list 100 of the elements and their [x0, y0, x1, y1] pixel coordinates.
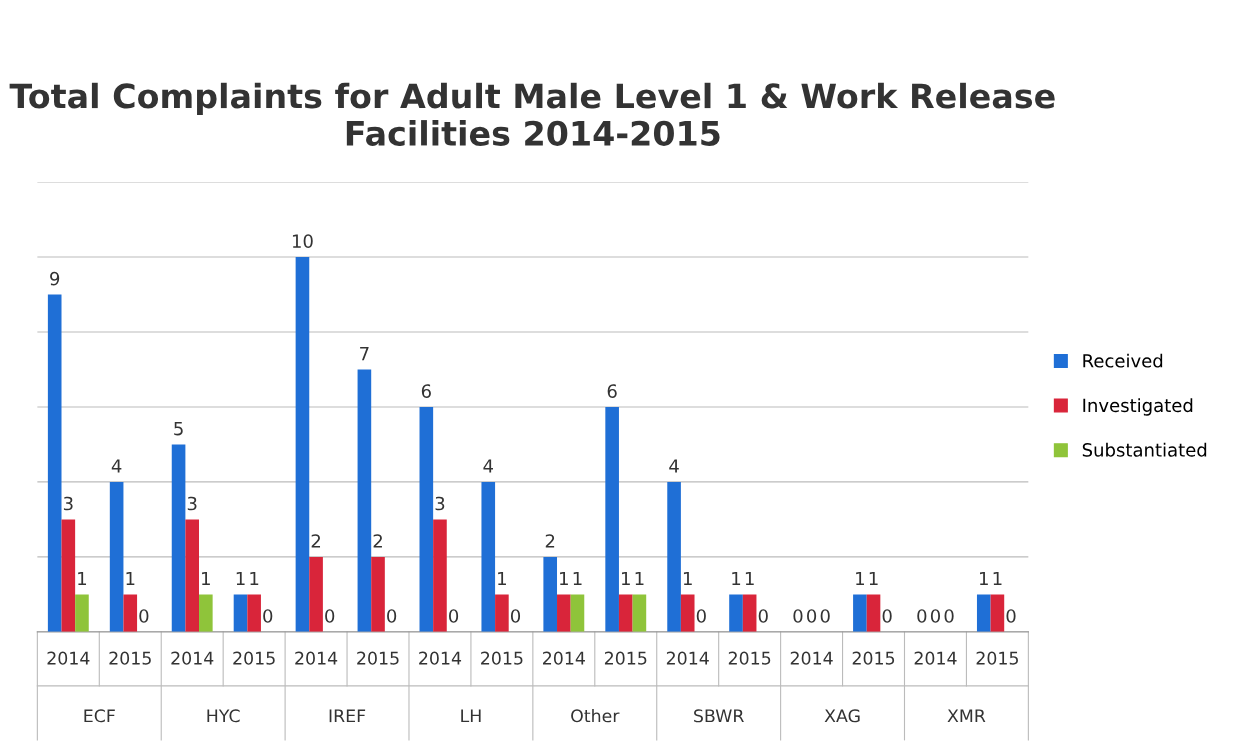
x-tick-label: 2015 — [357, 651, 399, 665]
x-tick-label: 2015 — [481, 651, 523, 665]
bar — [295, 257, 310, 632]
data-label: 3 — [187, 496, 197, 511]
x-tick-label: 2015 — [109, 651, 151, 665]
data-label: 0 — [387, 609, 397, 623]
bar — [109, 481, 124, 632]
x-tick-label: 2014 — [171, 651, 214, 665]
bar — [433, 519, 447, 632]
data-label: 1 — [78, 571, 87, 586]
bar — [371, 556, 385, 632]
bar — [742, 594, 757, 632]
data-label: 1 — [126, 571, 135, 586]
data-label: 0 — [696, 609, 706, 623]
chart-title: Total Complaints for Adult Male Level 1 & Work Release Facilities 2014-2015 — [9, 82, 1055, 146]
data-label: 1 — [980, 571, 988, 586]
data-label: 1 — [732, 571, 741, 586]
bar — [247, 594, 261, 632]
bar — [47, 294, 62, 632]
x-tick-label: 2014 — [419, 651, 462, 665]
bar — [481, 481, 496, 632]
data-label: 10 — [292, 234, 313, 248]
bar — [618, 594, 633, 632]
data-label: 1 — [993, 571, 1002, 586]
bar — [729, 594, 743, 632]
data-label: 2 — [311, 534, 321, 548]
legend-label: Substantiated — [1082, 442, 1207, 457]
legend-label: Received — [1083, 353, 1163, 368]
data-label: 6 — [421, 384, 431, 398]
data-label: 0 — [917, 609, 927, 623]
data-label: 4 — [669, 459, 679, 473]
x-tick-label: 2015 — [976, 651, 1018, 665]
x-tick-label: 2014 — [666, 651, 709, 665]
data-label: 0 — [807, 609, 817, 623]
data-label: 2 — [545, 534, 555, 548]
data-label: 0 — [820, 609, 830, 623]
bar — [357, 369, 372, 632]
data-label: 1 — [498, 571, 506, 586]
data-label: 1 — [856, 571, 864, 586]
bar — [667, 481, 681, 632]
data-label: 0 — [139, 609, 149, 623]
data-label: 3 — [435, 496, 445, 511]
data-label: 0 — [1006, 609, 1016, 623]
data-label: 1 — [683, 571, 692, 586]
data-label: 4 — [483, 459, 493, 473]
bar — [199, 594, 213, 632]
data-label: 1 — [635, 571, 644, 586]
bar — [570, 594, 585, 632]
text: XMR — [947, 709, 986, 723]
data-label: 3 — [63, 496, 73, 511]
x-tick-label: 2014 — [914, 651, 957, 665]
text: Other — [571, 708, 620, 723]
text: ECF — [84, 709, 115, 723]
x-tick-label: 2014 — [47, 651, 90, 665]
bar — [233, 594, 248, 632]
data-label: 4 — [111, 459, 122, 473]
data-label: 1 — [250, 571, 259, 586]
bar — [853, 594, 867, 632]
bar — [605, 406, 619, 632]
bar — [632, 594, 647, 632]
data-label: 7 — [360, 346, 369, 361]
bar — [976, 594, 991, 632]
bar — [866, 594, 881, 632]
bar — [185, 519, 200, 632]
x-tick-label: 2015 — [604, 651, 647, 665]
x-tick-label: 2015 — [852, 651, 895, 665]
data-label: 0 — [758, 609, 768, 623]
data-label: 0 — [882, 609, 892, 623]
bar — [171, 444, 186, 632]
bar — [495, 594, 509, 632]
text: XAG — [824, 709, 860, 723]
x-tick-label: 2014 — [295, 651, 338, 665]
data-label: 0 — [449, 609, 459, 623]
bar — [309, 556, 323, 632]
data-label: 0 — [263, 609, 273, 623]
text: HYC — [207, 709, 240, 723]
bar — [543, 556, 558, 632]
data-label: 1 — [745, 571, 754, 586]
x-tick-label: 2014 — [790, 651, 833, 665]
text: SBWR — [694, 709, 744, 723]
data-label: 9 — [50, 271, 60, 286]
data-label: 0 — [325, 609, 335, 623]
bar — [680, 594, 695, 632]
legend-label: Investigated — [1083, 398, 1193, 416]
data-label: 1 — [622, 571, 630, 586]
x-tick-label: 2015 — [728, 651, 771, 665]
bar — [123, 594, 138, 632]
data-label: 1 — [236, 571, 245, 586]
x-tick-label: 2014 — [543, 651, 585, 665]
data-label: 0 — [510, 609, 521, 623]
data-label: 0 — [793, 609, 803, 623]
data-label: 5 — [174, 421, 183, 436]
text: IREF — [329, 709, 366, 723]
data-label: 1 — [869, 571, 878, 586]
text: LH — [461, 709, 481, 723]
data-label: 0 — [944, 609, 954, 623]
x-tick-label: 2015 — [233, 651, 275, 665]
bar — [61, 519, 76, 632]
bar — [557, 594, 571, 632]
data-label: 0 — [930, 609, 941, 623]
